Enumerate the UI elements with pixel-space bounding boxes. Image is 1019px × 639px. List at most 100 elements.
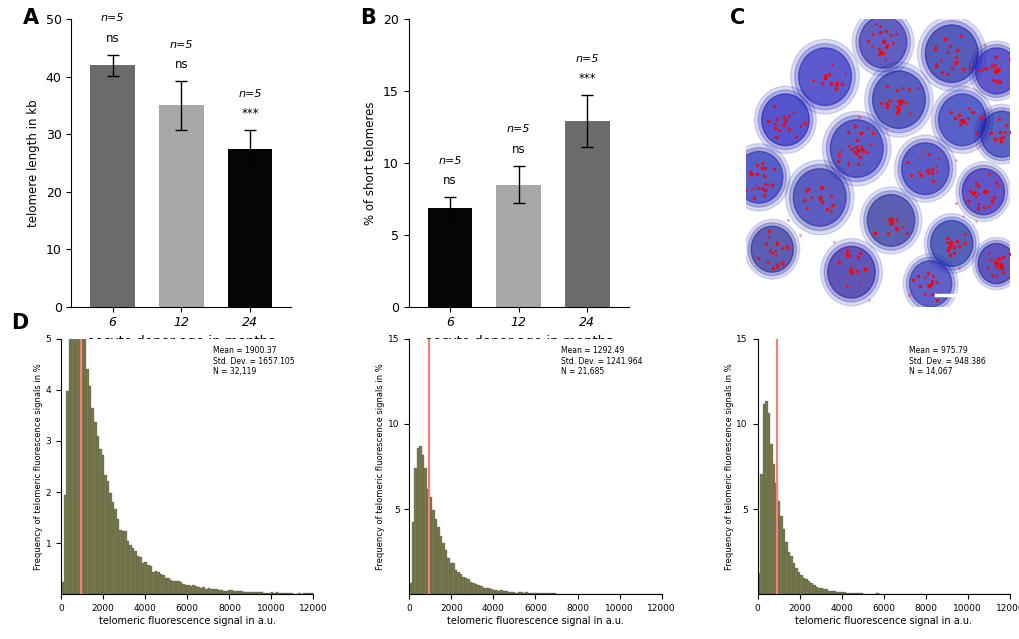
Bar xyxy=(764,401,767,594)
Bar xyxy=(76,280,78,594)
Point xyxy=(881,215,898,225)
Point xyxy=(942,42,958,52)
Circle shape xyxy=(906,258,954,310)
Circle shape xyxy=(923,213,978,273)
Point xyxy=(795,195,811,205)
Point xyxy=(870,44,887,54)
Circle shape xyxy=(819,238,881,306)
Circle shape xyxy=(859,187,921,254)
Point xyxy=(948,236,964,247)
Point xyxy=(960,103,976,113)
Point xyxy=(974,187,990,197)
Point xyxy=(968,189,984,199)
Point xyxy=(982,256,999,266)
Point xyxy=(887,29,903,40)
Point xyxy=(774,120,791,130)
Bar xyxy=(565,121,609,307)
Bar xyxy=(174,581,177,594)
Point xyxy=(816,70,833,81)
Point xyxy=(871,20,888,31)
Point xyxy=(989,114,1006,125)
Point xyxy=(956,238,972,249)
Bar xyxy=(263,592,265,594)
Point xyxy=(983,61,1000,72)
Bar xyxy=(114,509,116,594)
Point xyxy=(982,196,999,206)
Bar xyxy=(772,464,774,594)
Circle shape xyxy=(855,12,910,72)
Point xyxy=(768,259,785,269)
Text: ns: ns xyxy=(174,58,187,71)
Circle shape xyxy=(747,223,796,275)
Point xyxy=(927,166,944,176)
Point xyxy=(880,214,897,224)
Bar xyxy=(419,446,422,594)
Point xyxy=(941,242,957,252)
Point xyxy=(927,277,944,288)
Bar xyxy=(424,468,427,594)
Bar xyxy=(817,588,819,594)
Point xyxy=(1012,95,1019,105)
Point xyxy=(936,309,953,320)
Circle shape xyxy=(823,242,878,302)
Point xyxy=(912,170,928,180)
Point xyxy=(839,127,855,137)
Point xyxy=(954,118,970,128)
Bar xyxy=(172,581,174,594)
Point xyxy=(768,237,785,247)
Point xyxy=(949,45,965,55)
Point xyxy=(876,26,893,36)
Point xyxy=(968,199,984,209)
Point xyxy=(986,177,1003,187)
Point xyxy=(951,115,967,125)
Point xyxy=(945,242,961,252)
Point xyxy=(947,155,963,166)
Bar xyxy=(489,589,492,594)
Point xyxy=(822,190,839,201)
Point xyxy=(804,75,820,85)
Bar xyxy=(210,589,212,594)
Point xyxy=(947,198,963,208)
Point xyxy=(849,145,865,155)
Point xyxy=(919,167,935,178)
Bar xyxy=(776,500,780,594)
Point xyxy=(983,270,1000,281)
Bar xyxy=(530,593,533,594)
Point xyxy=(878,99,895,109)
Point xyxy=(753,158,769,168)
Point xyxy=(877,102,894,112)
Point xyxy=(827,80,844,90)
Text: ns: ns xyxy=(442,174,457,187)
Bar xyxy=(290,593,293,594)
Text: C: C xyxy=(730,8,745,27)
Point xyxy=(932,67,949,77)
Point xyxy=(830,146,847,156)
Bar xyxy=(827,590,829,594)
Point xyxy=(946,247,962,258)
Bar xyxy=(429,497,432,594)
Bar xyxy=(68,325,71,594)
Point xyxy=(980,247,997,258)
Point xyxy=(765,176,782,186)
Point xyxy=(994,132,1010,142)
Circle shape xyxy=(731,148,786,207)
Circle shape xyxy=(794,43,855,110)
Point xyxy=(882,215,899,226)
Bar xyxy=(759,474,762,594)
Bar xyxy=(465,578,467,594)
Text: n=5: n=5 xyxy=(238,89,262,98)
Text: ns: ns xyxy=(512,142,525,156)
Point xyxy=(893,83,909,93)
Bar xyxy=(822,589,824,594)
Point xyxy=(763,248,780,258)
Point xyxy=(990,64,1007,74)
Bar xyxy=(147,566,150,594)
Bar xyxy=(417,449,419,594)
Bar xyxy=(255,592,258,594)
Bar xyxy=(441,543,444,594)
Point xyxy=(961,186,977,196)
Point xyxy=(821,78,838,88)
Circle shape xyxy=(852,8,913,76)
Bar xyxy=(240,590,243,594)
Point xyxy=(841,266,857,276)
